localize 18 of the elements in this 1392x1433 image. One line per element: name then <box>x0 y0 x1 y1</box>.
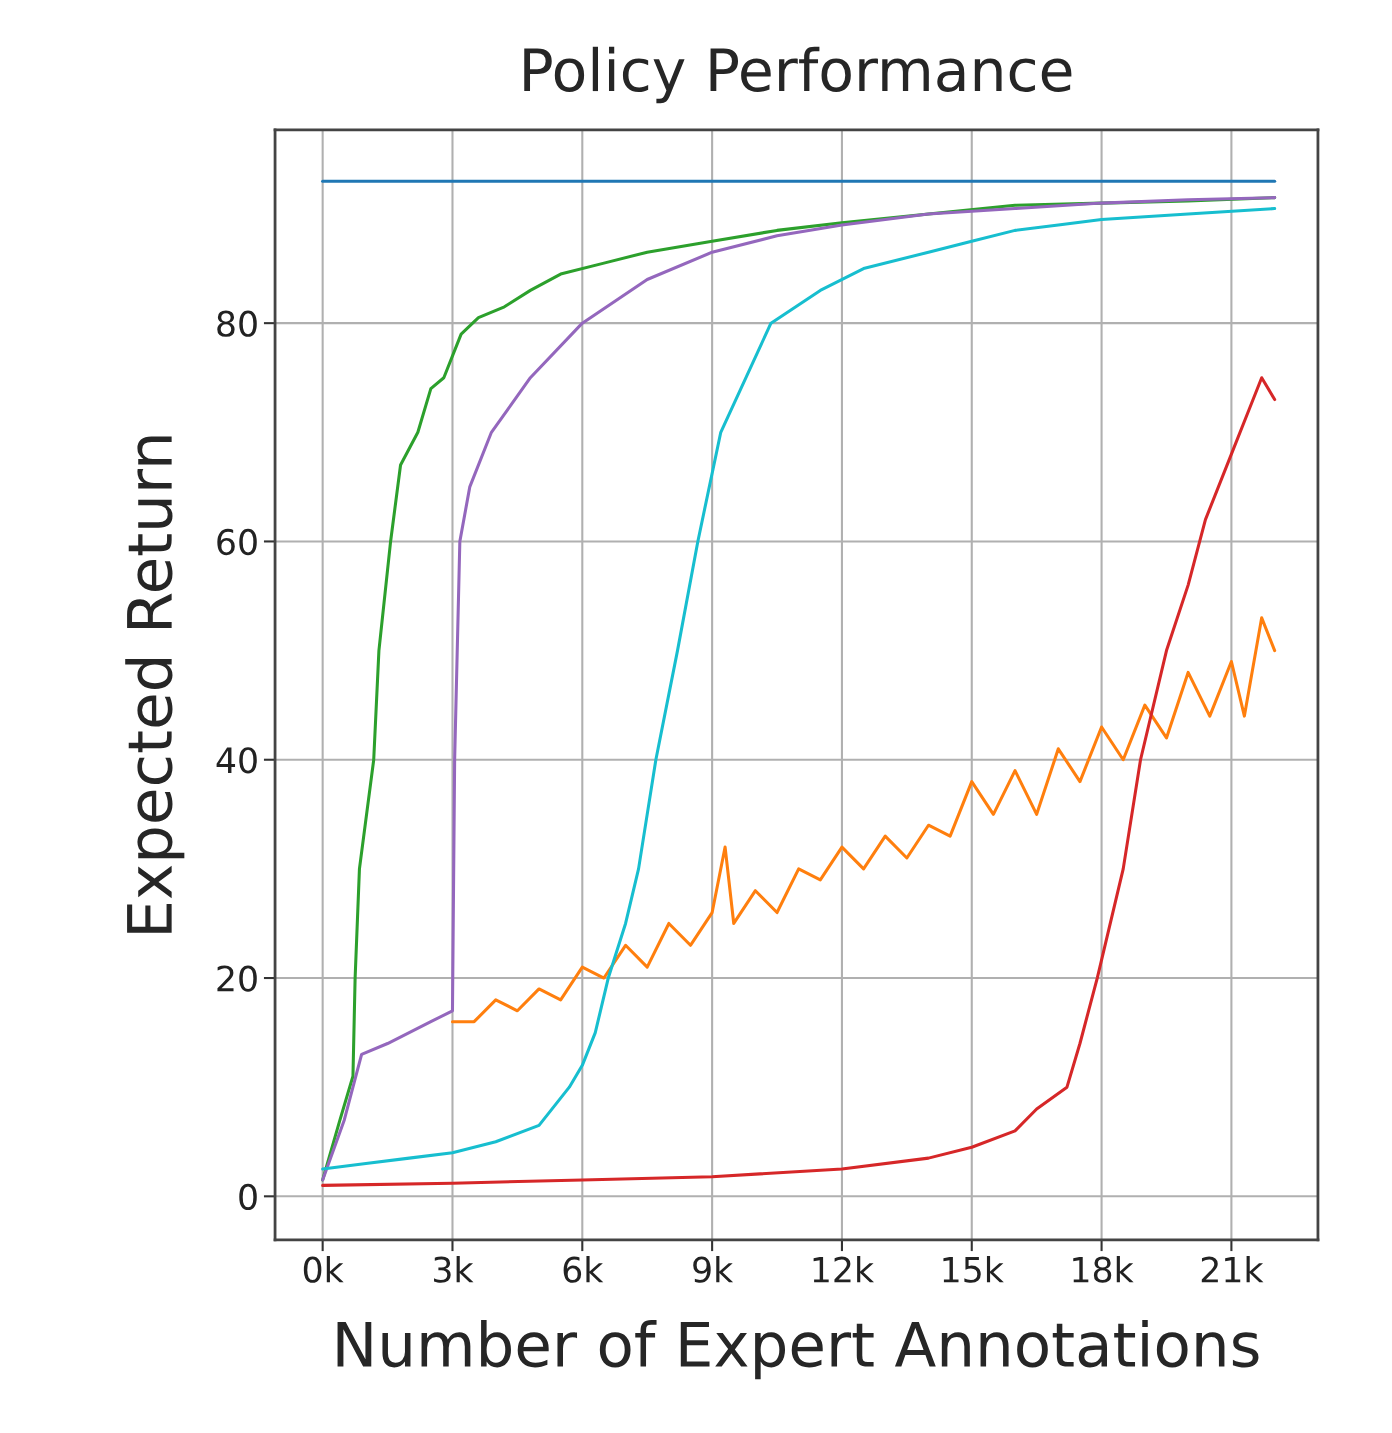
y-axis-title: Expected Return <box>125 436 185 933</box>
line-series <box>450 616 1277 1024</box>
x-tick-label: 18k <box>1073 1255 1134 1283</box>
y-tick-label: 40 <box>216 747 257 774</box>
x-tick-label: 3k <box>434 1255 474 1283</box>
x-axis-title: Number of Expert Annotations <box>337 1320 1259 1380</box>
y-tick-label: 20 <box>217 965 257 992</box>
x-tick-label: 15k <box>943 1255 1004 1283</box>
x-tick-label: 9k <box>693 1255 734 1283</box>
chart-title: Policy Performance <box>524 46 1072 104</box>
x-tick-label: 21k <box>1201 1255 1264 1283</box>
y-tick-label: 0 <box>239 1183 257 1210</box>
y-tick-label: 60 <box>217 528 257 556</box>
x-tick-label: 6k <box>563 1255 604 1283</box>
x-tick-label: 12k <box>813 1255 874 1283</box>
x-tick-label: 0k <box>303 1255 344 1283</box>
y-tick-label: 80 <box>217 310 257 337</box>
line-series <box>321 376 1277 1187</box>
